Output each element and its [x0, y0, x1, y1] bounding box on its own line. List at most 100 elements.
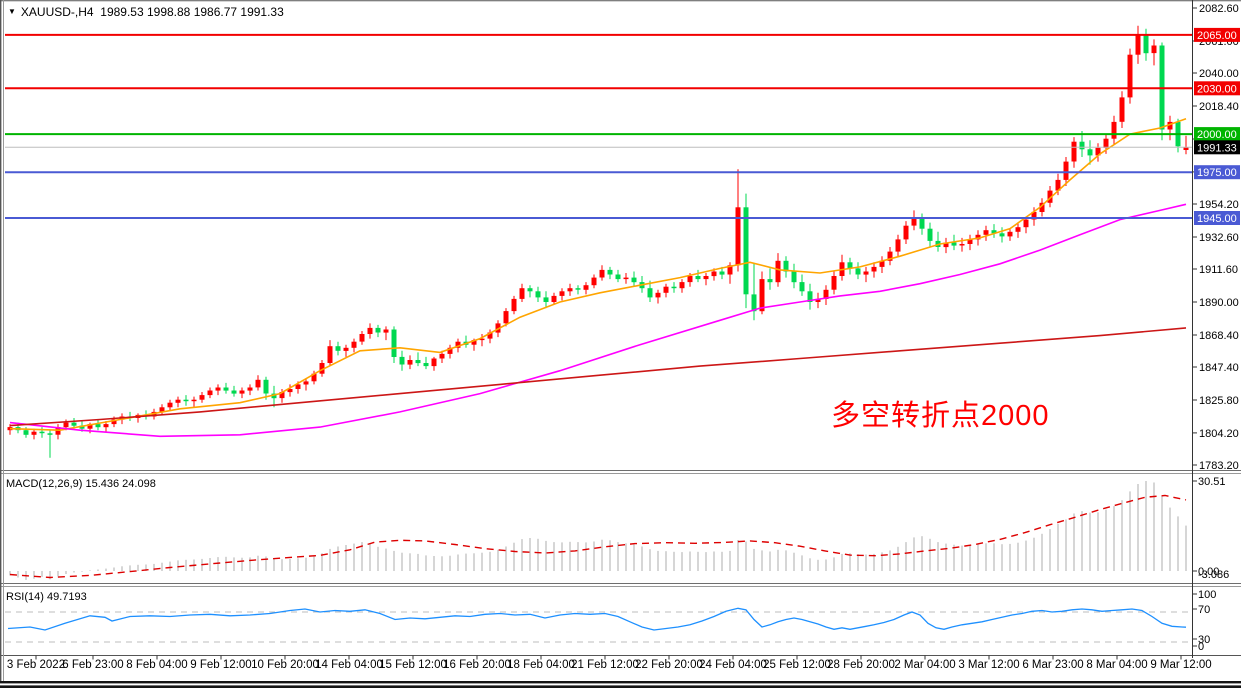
time-tick-label: 8 Mar 04:00 [1086, 659, 1147, 671]
macd-scale-max: 30.51 [1198, 476, 1226, 488]
macd-indicator-label: MACD(12,26,9) 15.436 24.098 [6, 478, 156, 490]
time-tick-label: 2 Mar 04:00 [894, 659, 955, 671]
candle-body [1087, 149, 1093, 156]
price-tick-label: 1804.20 [1199, 428, 1239, 440]
candle-body [591, 277, 597, 286]
candle-body [679, 282, 685, 289]
rsi-line [7, 607, 1187, 631]
candle-body [695, 276, 701, 280]
candle-body [359, 334, 365, 342]
candle-body [255, 379, 261, 388]
candle-body [567, 288, 573, 292]
price-tick-label: 1847.40 [1199, 362, 1239, 374]
candle-body [423, 363, 429, 367]
candle-body [991, 230, 997, 234]
time-tick-label: 14 Feb 04:00 [315, 659, 383, 671]
candle-body [583, 285, 589, 290]
time-tick-label: 22 Feb 20:00 [635, 659, 703, 671]
candle-body [71, 422, 77, 426]
candle-body [719, 271, 725, 275]
candle-body [703, 276, 709, 280]
price-tick-label: 1890.00 [1199, 297, 1239, 309]
macd-signal-line [9, 494, 1187, 579]
candle-body [199, 395, 205, 400]
price-badge [1194, 165, 1240, 180]
rsi-indicator-label: RSI(14) 49.7193 [6, 591, 87, 603]
candle-body [191, 399, 197, 402]
macd-scale-min: -3.086 [1198, 569, 1229, 581]
candle-body [1151, 45, 1157, 54]
time-tick-label: 9 Mar 12:00 [1150, 659, 1211, 671]
candle-body [1095, 147, 1101, 156]
price-badge [1194, 81, 1240, 96]
candle-body [983, 230, 989, 235]
candle-body [999, 233, 1005, 237]
candle-body [479, 338, 485, 341]
candle-body [855, 268, 861, 275]
candle-body [823, 289, 829, 299]
time-tick-label: 25 Feb 12:00 [763, 659, 831, 671]
candle-body [655, 292, 661, 298]
ma-mid-line [9, 203, 1187, 438]
candle-body [887, 251, 893, 261]
time-tick-label: 3 Feb 2022 [7, 659, 65, 671]
candle-body [1143, 34, 1149, 54]
candle-body [279, 392, 285, 399]
ma-slow-line [9, 327, 1187, 427]
candle-body [1031, 211, 1037, 220]
window-bottom-border [0, 685, 1241, 688]
time-tick-label: 8 Feb 04:00 [126, 659, 187, 671]
candle-body [319, 363, 325, 374]
candle-body [863, 271, 869, 275]
candle-body [503, 311, 509, 324]
symbol-dropdown-icon[interactable]: ▼ [8, 7, 16, 16]
candle-body [1015, 227, 1021, 232]
candle-body [519, 288, 525, 299]
candle-body [495, 323, 501, 333]
candle-body [631, 277, 637, 283]
candle-body [927, 228, 933, 241]
candle-body [79, 425, 85, 429]
candle-body [575, 288, 581, 290]
time-tick-label: 3 Mar 12:00 [958, 659, 1019, 671]
candle-body [959, 244, 965, 246]
time-tick-label: 15 Feb 12:00 [379, 659, 447, 671]
candle-body [335, 346, 341, 351]
candle-body [847, 262, 853, 269]
candle-body [711, 271, 717, 277]
candle-body [759, 279, 765, 312]
candle-body [791, 271, 797, 283]
candle-body [975, 234, 981, 240]
candle-body [263, 379, 269, 394]
time-tick-label: 9 Feb 12:00 [190, 659, 251, 671]
candle-body [671, 286, 677, 289]
time-tick-label: 28 Feb 20:00 [827, 659, 895, 671]
candle-body [391, 329, 397, 357]
candle-body [327, 346, 333, 363]
annotation-text: 多空转折点2000 [831, 400, 1050, 432]
candle-body [47, 433, 53, 435]
time-tick-label: 16 Feb 20:00 [443, 659, 511, 671]
candle-body [943, 242, 949, 248]
candle-body [207, 390, 213, 396]
price-badge [1194, 140, 1240, 155]
candle-body [751, 294, 757, 312]
price-badge-label: 1991.33 [1197, 142, 1237, 154]
time-tick-label: 6 Feb 23:00 [62, 659, 123, 671]
candle-body [511, 298, 517, 312]
candle-body [543, 297, 549, 302]
candle-body [431, 358, 437, 367]
candle-body [375, 327, 381, 333]
candle-body [1039, 202, 1045, 212]
candle-body [967, 239, 973, 244]
candle-body [903, 225, 909, 240]
candle-body [407, 360, 413, 365]
candle-body [559, 291, 565, 296]
candle-body [767, 279, 773, 283]
candle-body [799, 282, 805, 292]
candle-body [527, 288, 533, 292]
rsi-scale-label: 100 [1198, 589, 1216, 601]
candle-body [447, 347, 453, 354]
candle-body [879, 260, 885, 267]
